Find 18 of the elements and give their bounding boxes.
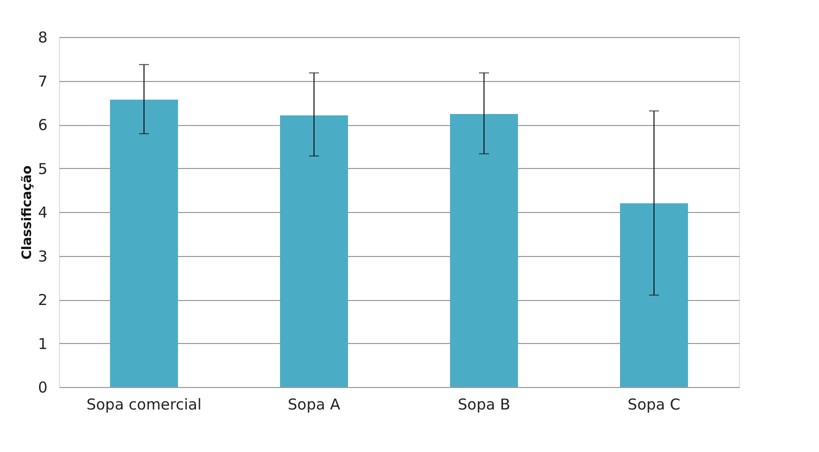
bar <box>620 203 688 387</box>
y-tick-label: 4 <box>38 204 48 222</box>
y-tick-label: 7 <box>38 72 48 90</box>
x-tick-label: Sopa B <box>458 396 510 414</box>
y-axis-title: Classificação <box>20 165 35 260</box>
x-tick-label: Sopa comercial <box>86 396 202 414</box>
y-tick-label: 3 <box>38 247 48 266</box>
x-tick-label: Sopa C <box>628 396 680 414</box>
x-tick-label: Sopa A <box>288 396 341 414</box>
y-tick-label: 2 <box>38 291 48 309</box>
y-tick-label: 5 <box>38 160 48 178</box>
bar <box>110 100 178 387</box>
y-tick-label: 8 <box>38 28 48 46</box>
y-tick-label: 1 <box>38 334 48 353</box>
bar <box>280 115 348 387</box>
y-tick-label: 0 <box>38 378 48 396</box>
bar <box>450 114 518 387</box>
y-tick-label: 6 <box>38 116 48 134</box>
